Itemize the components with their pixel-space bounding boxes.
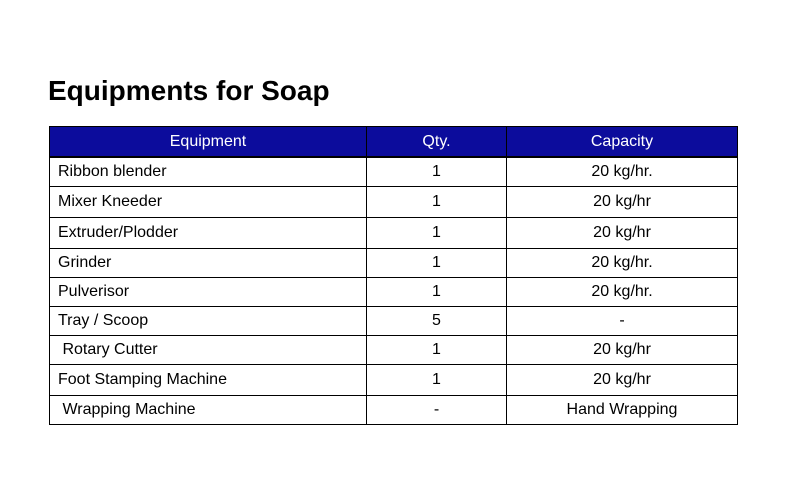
column-header-qty: Qty. [366, 126, 507, 158]
qty-cell: 1 [366, 364, 507, 396]
capacity-cell: 20 kg/hr [506, 186, 738, 218]
table-row: Rotary Cutter 1 20 kg/hr [49, 335, 738, 365]
capacity-cell: 20 kg/hr [506, 217, 738, 249]
qty-cell: 1 [366, 156, 507, 187]
equipment-cell: Foot Stamping Machine [49, 364, 367, 396]
capacity-cell: - [506, 306, 738, 336]
capacity-cell: 20 kg/hr. [506, 248, 738, 278]
table-row: Extruder/Plodder 1 20 kg/hr [49, 217, 738, 249]
column-header-equipment: Equipment [49, 126, 367, 158]
equipment-cell: Grinder [49, 248, 367, 278]
equipment-cell: Pulverisor [49, 277, 367, 307]
equipment-cell: Extruder/Plodder [49, 217, 367, 249]
table-row: Wrapping Machine - Hand Wrapping [49, 395, 738, 425]
qty-cell: 1 [366, 217, 507, 249]
table-header-row: Equipment Qty. Capacity [49, 126, 738, 158]
qty-cell: 1 [366, 335, 507, 365]
equipment-cell: Wrapping Machine [49, 395, 367, 425]
table-row: Mixer Kneeder 1 20 kg/hr [49, 186, 738, 218]
qty-cell: 5 [366, 306, 507, 336]
table-row: Pulverisor 1 20 kg/hr. [49, 277, 738, 307]
equipment-cell: Tray / Scoop [49, 306, 367, 336]
qty-cell: 1 [366, 248, 507, 278]
column-header-capacity: Capacity [506, 126, 738, 158]
capacity-cell: Hand Wrapping [506, 395, 738, 425]
table-row: Tray / Scoop 5 - [49, 306, 738, 336]
capacity-cell: 20 kg/hr [506, 364, 738, 396]
page-title: Equipments for Soap [48, 75, 330, 106]
equipment-table: Equipment Qty. Capacity Ribbon blender 1… [49, 126, 738, 425]
equipment-cell: Mixer Kneeder [49, 186, 367, 218]
table-row: Grinder 1 20 kg/hr. [49, 248, 738, 278]
qty-cell: 1 [366, 186, 507, 218]
qty-cell: 1 [366, 277, 507, 307]
capacity-cell: 20 kg/hr. [506, 156, 738, 187]
qty-cell: - [366, 395, 507, 425]
equipment-cell: Rotary Cutter [49, 335, 367, 365]
capacity-cell: 20 kg/hr. [506, 277, 738, 307]
capacity-cell: 20 kg/hr [506, 335, 738, 365]
table-row: Foot Stamping Machine 1 20 kg/hr [49, 364, 738, 396]
table-row: Ribbon blender 1 20 kg/hr. [49, 156, 738, 187]
equipment-cell: Ribbon blender [49, 156, 367, 187]
